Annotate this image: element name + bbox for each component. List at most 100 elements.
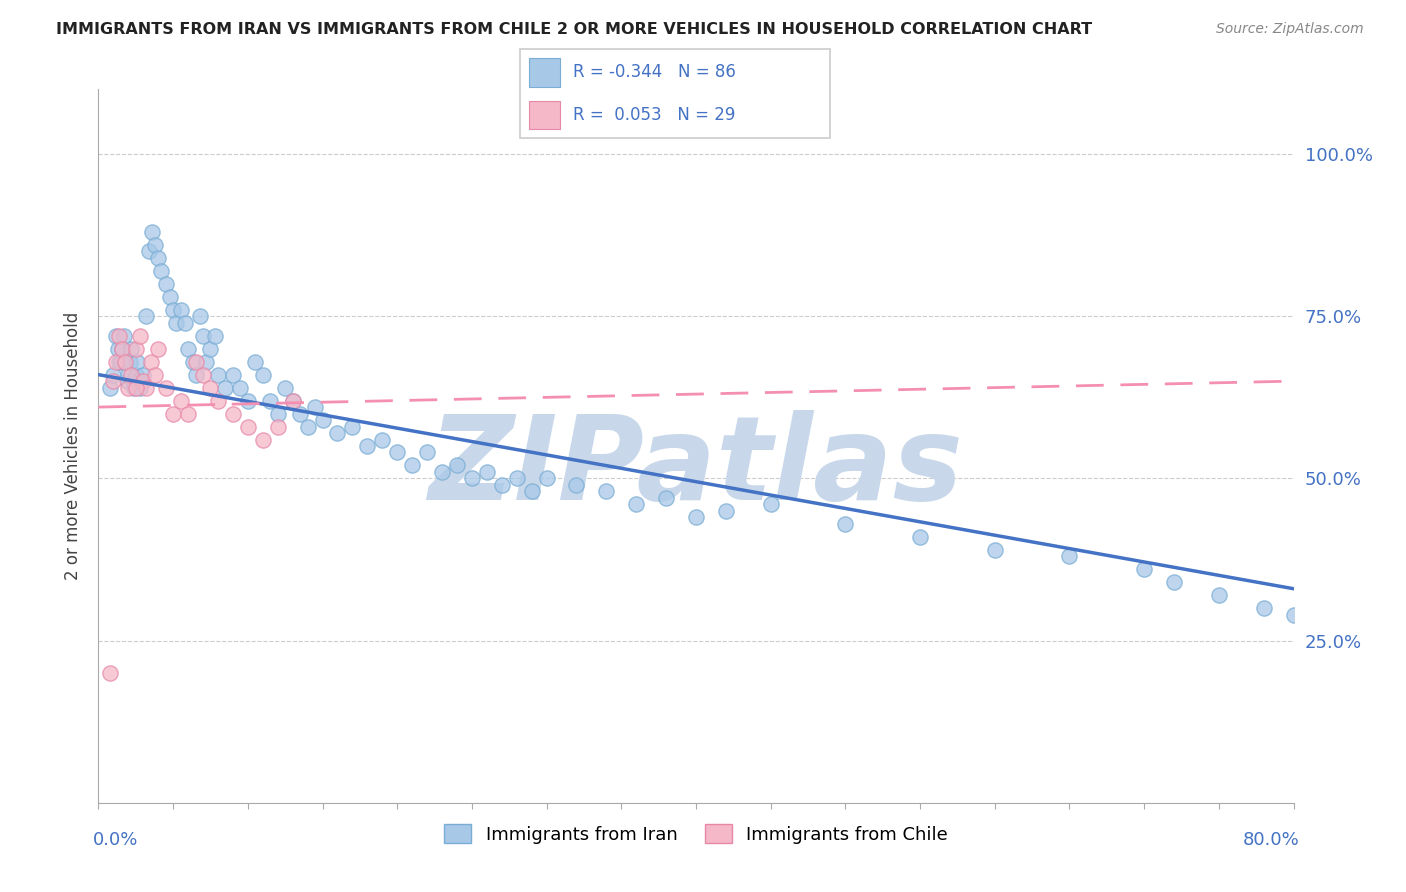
Point (169, 393, 191, 408)
Point (191, 328, 214, 343)
Point (105, 354, 128, 368)
Point (356, 439, 378, 453)
Point (120, 342, 142, 356)
Point (252, 433, 274, 447)
Point (184, 368, 207, 382)
Point (125, 381, 148, 395)
Point (984, 542, 1007, 557)
Point (236, 393, 259, 408)
Point (595, 484, 617, 499)
Point (162, 302, 184, 317)
Point (565, 478, 588, 492)
Point (155, 381, 177, 395)
Point (222, 368, 245, 382)
Text: ZIPatlas: ZIPatlas (429, 410, 963, 524)
Point (138, 244, 160, 259)
Point (148, 251, 170, 265)
Point (446, 458, 468, 473)
Point (200, 342, 222, 356)
Point (114, 354, 136, 368)
Point (304, 400, 326, 414)
Point (342, 419, 364, 434)
Point (107, 342, 129, 356)
Point (129, 328, 152, 343)
Point (1282, 607, 1305, 622)
Point (326, 425, 349, 440)
Text: IMMIGRANTS FROM IRAN VS IMMIGRANTS FROM CHILE 2 OR MORE VEHICLES IN HOUSEHOLD CO: IMMIGRANTS FROM IRAN VS IMMIGRANTS FROM … (56, 22, 1092, 37)
Point (181, 354, 204, 368)
Point (245, 354, 267, 368)
Text: R = -0.344   N = 86: R = -0.344 N = 86 (572, 63, 735, 81)
Point (252, 368, 274, 382)
Point (159, 290, 181, 304)
Point (281, 393, 304, 408)
Point (110, 354, 132, 368)
Point (148, 342, 170, 356)
FancyBboxPatch shape (530, 58, 561, 87)
Point (759, 497, 782, 511)
Point (111, 342, 134, 356)
Point (430, 465, 453, 479)
Point (626, 497, 648, 511)
Point (115, 374, 138, 388)
Point (121, 374, 143, 388)
Point (200, 381, 222, 395)
Y-axis label: 2 or more Vehicles in Household: 2 or more Vehicles in Household (65, 312, 83, 580)
Text: Source: ZipAtlas.com: Source: ZipAtlas.com (1216, 22, 1364, 37)
Point (1253, 601, 1275, 615)
Point (267, 419, 290, 434)
Point (311, 413, 333, 427)
Point (112, 328, 135, 343)
Point (108, 328, 131, 343)
Point (132, 374, 155, 388)
Point (114, 354, 136, 368)
Point (475, 465, 498, 479)
Point (204, 328, 226, 343)
Point (111, 342, 134, 356)
Point (655, 491, 678, 505)
Text: R =  0.053   N = 29: R = 0.053 N = 29 (572, 106, 735, 124)
Point (207, 368, 229, 382)
Point (191, 368, 214, 382)
Point (135, 310, 157, 324)
Point (135, 381, 157, 395)
Point (108, 354, 131, 368)
Point (685, 510, 707, 524)
Point (169, 302, 191, 317)
Point (506, 471, 529, 485)
Point (98, 666, 122, 681)
Point (143, 368, 166, 382)
Point (150, 264, 173, 278)
Point (141, 225, 163, 239)
Point (236, 419, 259, 434)
Point (297, 419, 319, 434)
Point (385, 445, 409, 459)
Point (124, 381, 146, 395)
Point (229, 381, 252, 395)
Point (132, 368, 155, 382)
Point (1133, 562, 1156, 576)
Point (520, 484, 543, 499)
Point (536, 471, 558, 485)
Point (103, 368, 125, 382)
Point (125, 368, 148, 382)
Point (1163, 575, 1185, 590)
Point (155, 277, 177, 291)
Point (401, 458, 423, 473)
Point (207, 393, 229, 408)
Point (127, 354, 149, 368)
Point (195, 354, 218, 368)
Point (274, 381, 297, 395)
Point (125, 342, 148, 356)
Point (177, 342, 200, 356)
Point (281, 393, 304, 408)
Point (461, 471, 484, 485)
Point (129, 381, 152, 395)
Point (117, 381, 139, 395)
FancyBboxPatch shape (530, 101, 561, 129)
Point (120, 368, 142, 382)
FancyBboxPatch shape (520, 49, 830, 138)
Point (214, 381, 236, 395)
Point (103, 374, 125, 388)
Point (222, 407, 245, 421)
